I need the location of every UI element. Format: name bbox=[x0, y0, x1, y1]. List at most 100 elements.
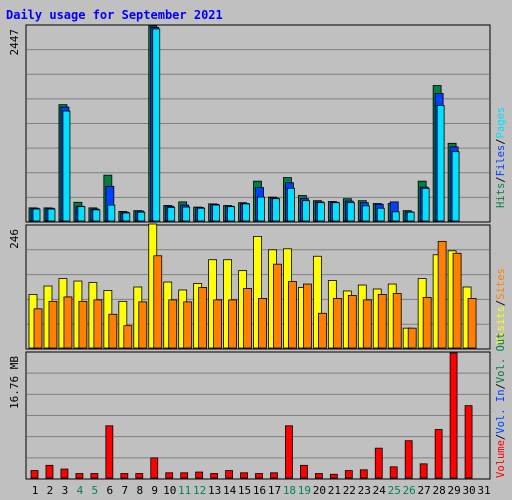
bar-pages-day-28 bbox=[436, 105, 445, 222]
bar-volume-day-8 bbox=[135, 473, 144, 479]
legend-separator: / bbox=[495, 300, 507, 306]
x-tick-label-day-1: 1 bbox=[32, 484, 39, 497]
x-tick-label-day-13: 13 bbox=[208, 484, 221, 497]
x-tick-label-day-11: 11 bbox=[178, 484, 191, 497]
bar-sites-day-9 bbox=[153, 255, 163, 349]
y-max-label-2: 246 bbox=[8, 229, 21, 249]
x-tick-label-day-17: 17 bbox=[268, 484, 281, 497]
y-max-label-1: 2447 bbox=[8, 29, 21, 56]
bar-volume-day-4 bbox=[75, 473, 84, 479]
legend-item: Vol. In bbox=[495, 389, 507, 433]
x-tick-label-day-22: 22 bbox=[343, 484, 356, 497]
bar-visits-day-16 bbox=[253, 236, 262, 349]
x-tick-label-day-30: 30 bbox=[462, 484, 475, 497]
bar-volume-day-19 bbox=[300, 464, 308, 479]
bar-pages-day-22 bbox=[346, 202, 355, 222]
bar-sites-day-8 bbox=[138, 301, 148, 349]
bar-volume-day-14 bbox=[225, 470, 233, 479]
legend-2: Visits/Sites bbox=[495, 268, 507, 344]
x-tick-label-day-23: 23 bbox=[358, 484, 371, 497]
bar-volume-day-7 bbox=[120, 473, 129, 479]
bar-pages-day-19 bbox=[302, 200, 310, 222]
x-tick-label-day-7: 7 bbox=[121, 484, 128, 497]
bar-volume-day-24 bbox=[374, 447, 383, 479]
bar-pages-day-3 bbox=[62, 110, 71, 222]
x-tick-label-day-2: 2 bbox=[47, 484, 54, 497]
bar-sites-day-2 bbox=[48, 300, 58, 349]
bar-sites-day-23 bbox=[362, 299, 372, 349]
bar-sites-day-30 bbox=[467, 298, 477, 349]
bar-volume-day-2 bbox=[45, 464, 54, 479]
bar-sites-day-26 bbox=[407, 327, 417, 349]
bar-pages-day-8 bbox=[137, 211, 146, 222]
bar-sites-day-1 bbox=[33, 308, 43, 349]
bar-volume-day-1 bbox=[30, 470, 39, 479]
legend-3: Volume/Vol. In/Vol. Out bbox=[495, 333, 507, 478]
bar-sites-day-10 bbox=[168, 299, 178, 349]
x-tick-label-day-6: 6 bbox=[107, 484, 114, 497]
bar-sites-day-7 bbox=[123, 325, 133, 349]
y-max-label-3: 16.76 MB bbox=[8, 356, 21, 409]
bar-sites-day-15 bbox=[243, 288, 252, 349]
bar-pages-day-23 bbox=[361, 205, 370, 222]
legend-item: Vol. Out bbox=[495, 333, 507, 384]
legend-item: Hits bbox=[495, 183, 507, 208]
bar-sites-day-19 bbox=[303, 283, 312, 349]
x-tick-label-day-19: 19 bbox=[298, 484, 311, 497]
bar-pages-day-12 bbox=[197, 207, 206, 222]
bar-sites-day-24 bbox=[377, 294, 387, 349]
legend-item: Pages bbox=[495, 107, 507, 139]
bar-sites-day-12 bbox=[198, 287, 208, 349]
x-tick-label-day-21: 21 bbox=[328, 484, 341, 497]
x-tick-label-day-14: 14 bbox=[223, 484, 237, 497]
bar-visits-day-7 bbox=[118, 300, 128, 349]
bar-pages-day-26 bbox=[406, 211, 415, 222]
bar-volume-day-30 bbox=[464, 405, 473, 479]
bar-sites-day-29 bbox=[452, 252, 462, 349]
legend-item: Sites bbox=[495, 268, 507, 300]
bar-pages-day-17 bbox=[272, 198, 280, 222]
bar-pages-day-9 bbox=[152, 28, 161, 222]
bar-volume-day-23 bbox=[359, 469, 368, 479]
bar-volume-day-10 bbox=[165, 472, 174, 479]
x-tick-label-day-15: 15 bbox=[238, 484, 251, 497]
bar-sites-day-5 bbox=[93, 299, 103, 349]
x-tick-label-day-20: 20 bbox=[313, 484, 326, 497]
bar-volume-day-13 bbox=[210, 473, 219, 479]
bar-volume-day-17 bbox=[270, 472, 278, 479]
bar-volume-day-12 bbox=[195, 471, 204, 479]
bar-sites-day-18 bbox=[288, 281, 297, 349]
bar-volume-day-27 bbox=[419, 463, 428, 479]
bar-sites-day-16 bbox=[258, 298, 267, 349]
x-tick-label-day-10: 10 bbox=[163, 484, 176, 497]
bar-volume-day-26 bbox=[404, 440, 413, 479]
bar-pages-day-14 bbox=[227, 206, 235, 222]
bar-volume-day-29 bbox=[449, 352, 458, 479]
bar-pages-day-4 bbox=[77, 206, 86, 222]
x-tick-label-day-26: 26 bbox=[403, 484, 416, 497]
bar-volume-day-20 bbox=[314, 473, 323, 479]
bar-volume-day-6 bbox=[105, 425, 114, 479]
panel-frame-2 bbox=[25, 224, 491, 350]
bar-pages-day-25 bbox=[391, 211, 400, 222]
legend-separator: / bbox=[495, 383, 507, 389]
bar-sites-day-25 bbox=[392, 293, 402, 349]
legend-separator: / bbox=[495, 138, 507, 144]
bar-volume-day-3 bbox=[60, 468, 69, 479]
bar-pages-day-24 bbox=[376, 207, 385, 222]
bar-sites-day-3 bbox=[63, 296, 73, 349]
bar-pages-day-7 bbox=[122, 212, 131, 222]
bar-volume-day-15 bbox=[240, 472, 248, 479]
bar-pages-day-15 bbox=[242, 203, 250, 222]
bar-visits-day-20 bbox=[312, 255, 322, 349]
x-tick-label-day-31: 31 bbox=[477, 484, 490, 497]
legend-item: Visits bbox=[495, 306, 507, 344]
bar-volume-day-11 bbox=[180, 472, 189, 479]
bar-pages-day-20 bbox=[316, 202, 325, 222]
bar-sites-day-6 bbox=[108, 313, 118, 349]
bar-sites-day-21 bbox=[332, 298, 342, 349]
bar-pages-day-21 bbox=[331, 202, 340, 222]
bar-pages-day-27 bbox=[421, 187, 430, 222]
bar-pages-day-6 bbox=[107, 204, 116, 222]
bar-volume-day-25 bbox=[389, 466, 398, 479]
